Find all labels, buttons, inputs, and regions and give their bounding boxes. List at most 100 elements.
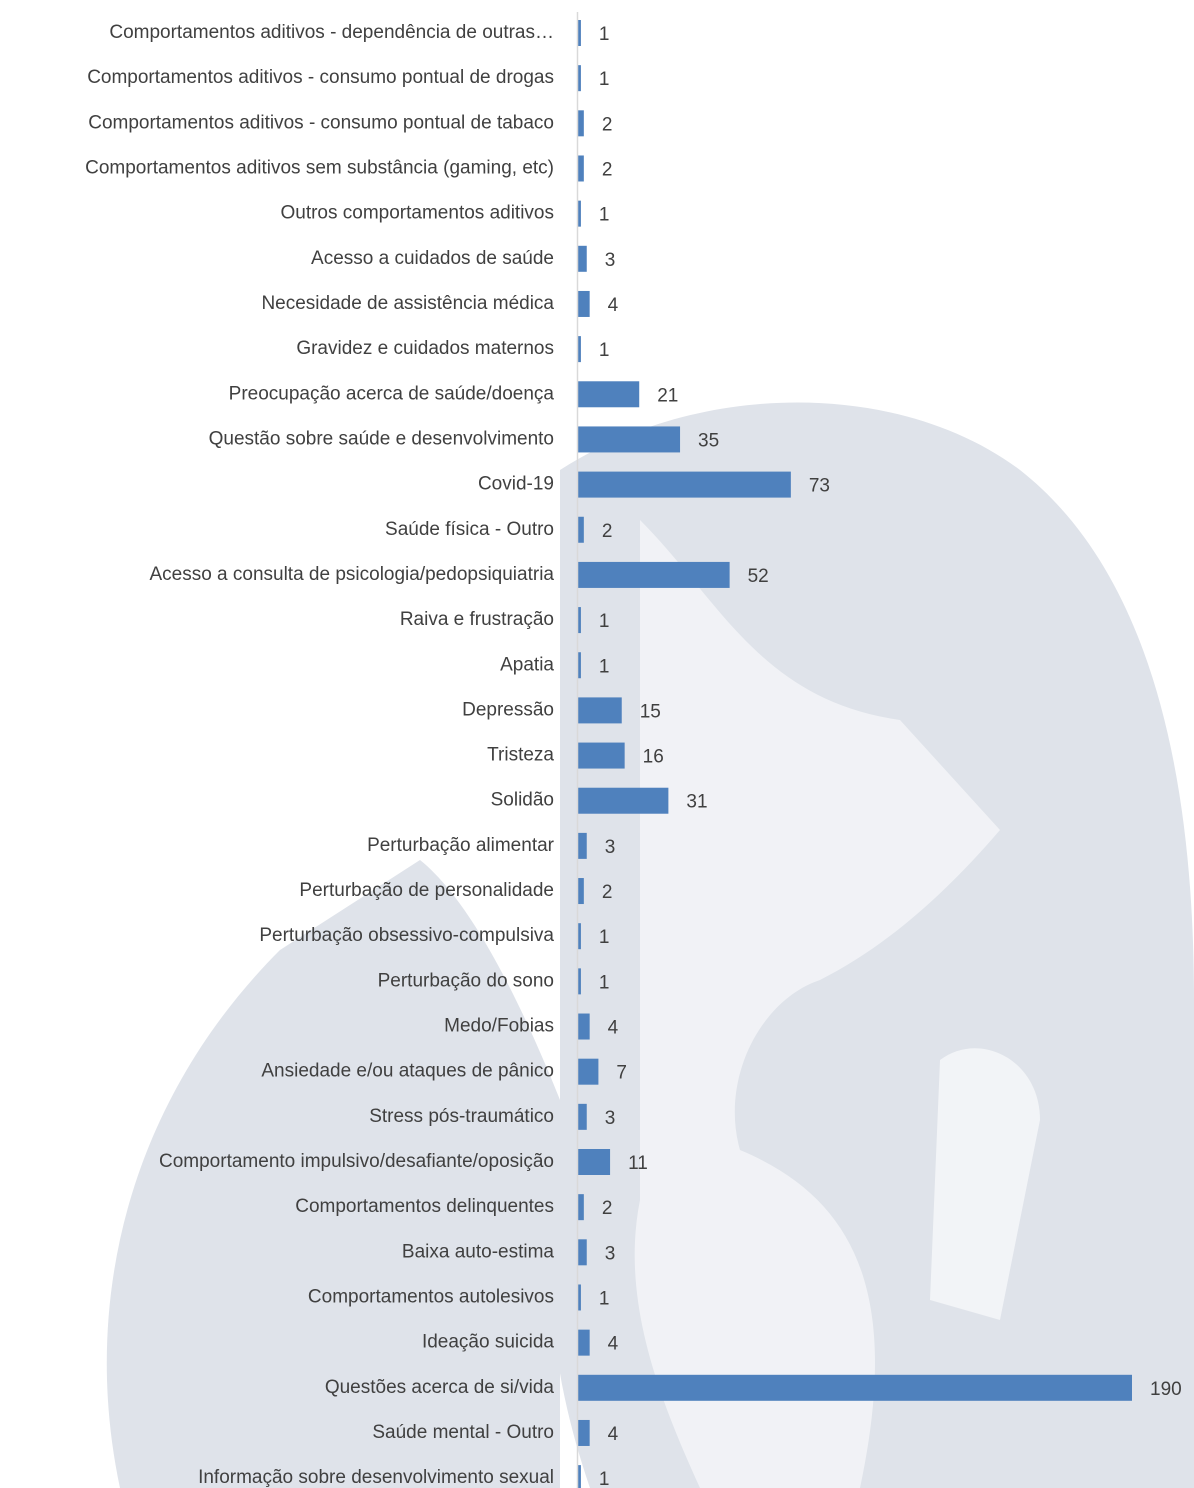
value-label: 2 (602, 1198, 613, 1219)
bar (578, 1374, 1132, 1401)
bar (578, 697, 622, 724)
bar (578, 607, 581, 634)
value-label: 2 (602, 114, 613, 135)
category-label: Covid-19 (478, 474, 554, 495)
category-label: Necesidade de assistência médica (261, 293, 554, 314)
bar (578, 561, 730, 588)
bar (578, 1013, 590, 1040)
bar (578, 1239, 587, 1266)
value-label: 1 (599, 1469, 610, 1488)
category-label: Comportamentos delinquentes (295, 1196, 554, 1217)
value-label: 2 (602, 882, 613, 903)
category-label: Preocupação acerca de saúde/doença (229, 383, 555, 404)
watermark (106, 402, 1194, 1488)
bar (578, 155, 584, 182)
category-label: Comportamentos autolesivos (308, 1286, 554, 1307)
value-label: 73 (809, 476, 830, 497)
value-label: 1 (599, 340, 610, 361)
category-label: Medo/Fobias (444, 1016, 554, 1037)
value-label: 1 (599, 611, 610, 632)
value-label: 1 (599, 24, 610, 45)
category-label: Comportamentos aditivos - consumo pontua… (87, 67, 554, 88)
bar (578, 290, 590, 317)
category-label: Comportamento impulsivo/desafiante/oposi… (159, 1151, 554, 1172)
value-label: 15 (640, 701, 661, 722)
bar (578, 471, 791, 498)
bar (578, 336, 581, 363)
value-label: 3 (605, 837, 616, 858)
value-label: 1 (599, 927, 610, 948)
value-label: 52 (748, 566, 769, 587)
bar (578, 1058, 599, 1085)
bar (578, 1103, 587, 1130)
value-label: 1 (599, 205, 610, 226)
bar (578, 200, 581, 227)
value-label: 1 (599, 972, 610, 993)
bar (578, 110, 584, 137)
bar (578, 20, 581, 46)
value-label: 3 (605, 250, 616, 271)
value-label: 4 (608, 1424, 619, 1445)
category-label: Comportamentos aditivos - consumo pontua… (88, 112, 554, 133)
category-label: Acesso a cuidados de saúde (311, 248, 554, 269)
bar (578, 1465, 581, 1488)
category-label: Saúde física - Outro (385, 519, 554, 540)
bar (578, 516, 584, 543)
value-label: 4 (608, 1334, 619, 1355)
value-label: 1 (599, 656, 610, 677)
value-label: 16 (643, 747, 664, 768)
bar (578, 652, 581, 679)
category-label: Tristeza (487, 745, 554, 766)
bar (578, 878, 584, 905)
category-label: Outros comportamentos aditivos (280, 203, 554, 224)
category-label: Apatia (500, 654, 554, 675)
bar (578, 1329, 590, 1356)
category-label: Baixa auto-estima (402, 1241, 555, 1262)
bar (578, 381, 640, 408)
category-label: Perturbação do sono (378, 970, 554, 991)
value-label: 4 (608, 1018, 619, 1039)
category-label: Solidão (491, 790, 554, 811)
bar (578, 1149, 611, 1175)
value-label: 190 (1150, 1379, 1182, 1400)
category-label: Comportamentos aditivos sem substância (… (85, 157, 554, 178)
bar (578, 923, 581, 950)
value-label: 2 (602, 159, 613, 180)
value-label: 4 (608, 295, 619, 316)
value-label: 3 (605, 1108, 616, 1129)
value-label: 7 (616, 1063, 627, 1084)
category-label: Acesso a consulta de psicologia/pedopsiq… (149, 564, 554, 585)
value-label: 35 (698, 430, 719, 451)
bar (578, 65, 581, 92)
bar (578, 426, 681, 453)
bar (578, 968, 581, 995)
category-label: Ideação suicida (422, 1332, 554, 1353)
category-label: Perturbação alimentar (367, 835, 555, 856)
value-label: 1 (599, 69, 610, 90)
value-label: 31 (686, 792, 707, 813)
category-label: Stress pós-traumático (369, 1106, 554, 1127)
category-label: Raiva e frustração (400, 609, 554, 630)
category-label: Perturbação de personalidade (299, 880, 554, 901)
bar (578, 1419, 590, 1446)
value-label: 3 (605, 1243, 616, 1264)
category-label: Comportamentos aditivos - dependência de… (109, 22, 554, 43)
category-label: Ansiedade e/ou ataques de pânico (261, 1061, 554, 1082)
bar (578, 742, 625, 769)
category-label: Perturbação obsessivo-compulsiva (259, 925, 554, 946)
bar (578, 787, 669, 814)
bar (578, 245, 587, 272)
category-label: Questão sobre saúde e desenvolvimento (209, 428, 554, 449)
bar (578, 1194, 584, 1221)
category-label: Depressão (462, 699, 554, 720)
category-label: Informação sobre desenvolvimento sexual (198, 1467, 554, 1488)
category-label: Questões acerca de si/vida (325, 1377, 555, 1398)
value-label: 21 (657, 385, 678, 406)
value-label: 11 (628, 1153, 648, 1174)
bar (578, 832, 587, 859)
category-label: Saúde mental - Outro (372, 1422, 554, 1443)
value-label: 2 (602, 521, 613, 542)
bar (578, 1284, 581, 1311)
category-label: Gravidez e cuidados maternos (296, 338, 554, 359)
